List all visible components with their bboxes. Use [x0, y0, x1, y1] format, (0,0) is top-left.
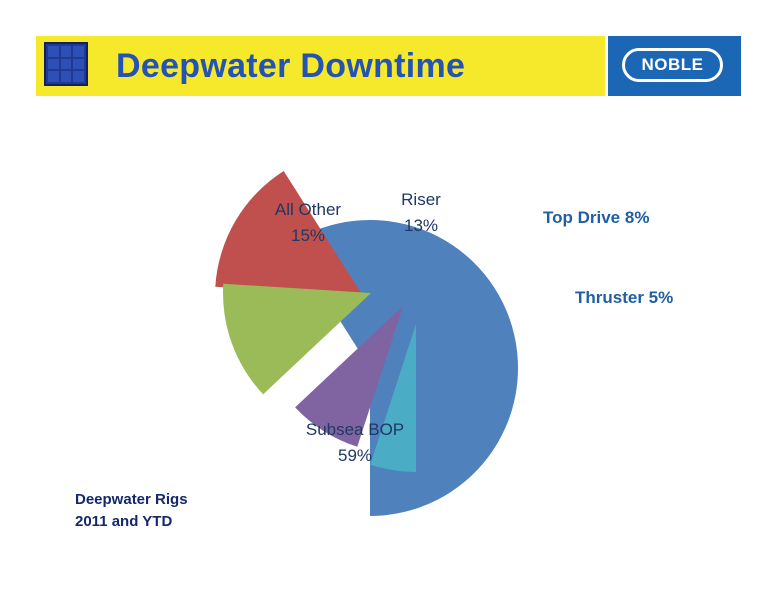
- pie-label-riser: Riser 13%: [401, 190, 441, 235]
- chart-caption: Deepwater Rigs 2011 and YTD: [75, 489, 188, 533]
- pie-slice-thruster: [370, 324, 416, 472]
- grid-logo-icon: [44, 42, 88, 86]
- pie-slice-all-other: [215, 171, 363, 296]
- pie-label-all-other: All Other 15%: [275, 200, 341, 245]
- pie-slice-top-drive: [295, 306, 403, 447]
- caption-line-2: 2011 and YTD: [75, 513, 173, 530]
- pie-label-thruster: Thruster 5%: [575, 288, 673, 307]
- pie-label-subsea-bop: Subsea BOP 59%: [306, 420, 404, 465]
- pie-label-top-drive: Top Drive 8%: [543, 208, 649, 227]
- caption-line-1: Deepwater Rigs: [75, 491, 188, 508]
- title-bar: Deepwater Downtime: [36, 36, 605, 96]
- page-title: Deepwater Downtime: [116, 47, 466, 85]
- logo-text: NOBLE: [622, 48, 723, 82]
- pie-slice-riser: [223, 283, 371, 395]
- company-logo: NOBLE: [608, 36, 741, 96]
